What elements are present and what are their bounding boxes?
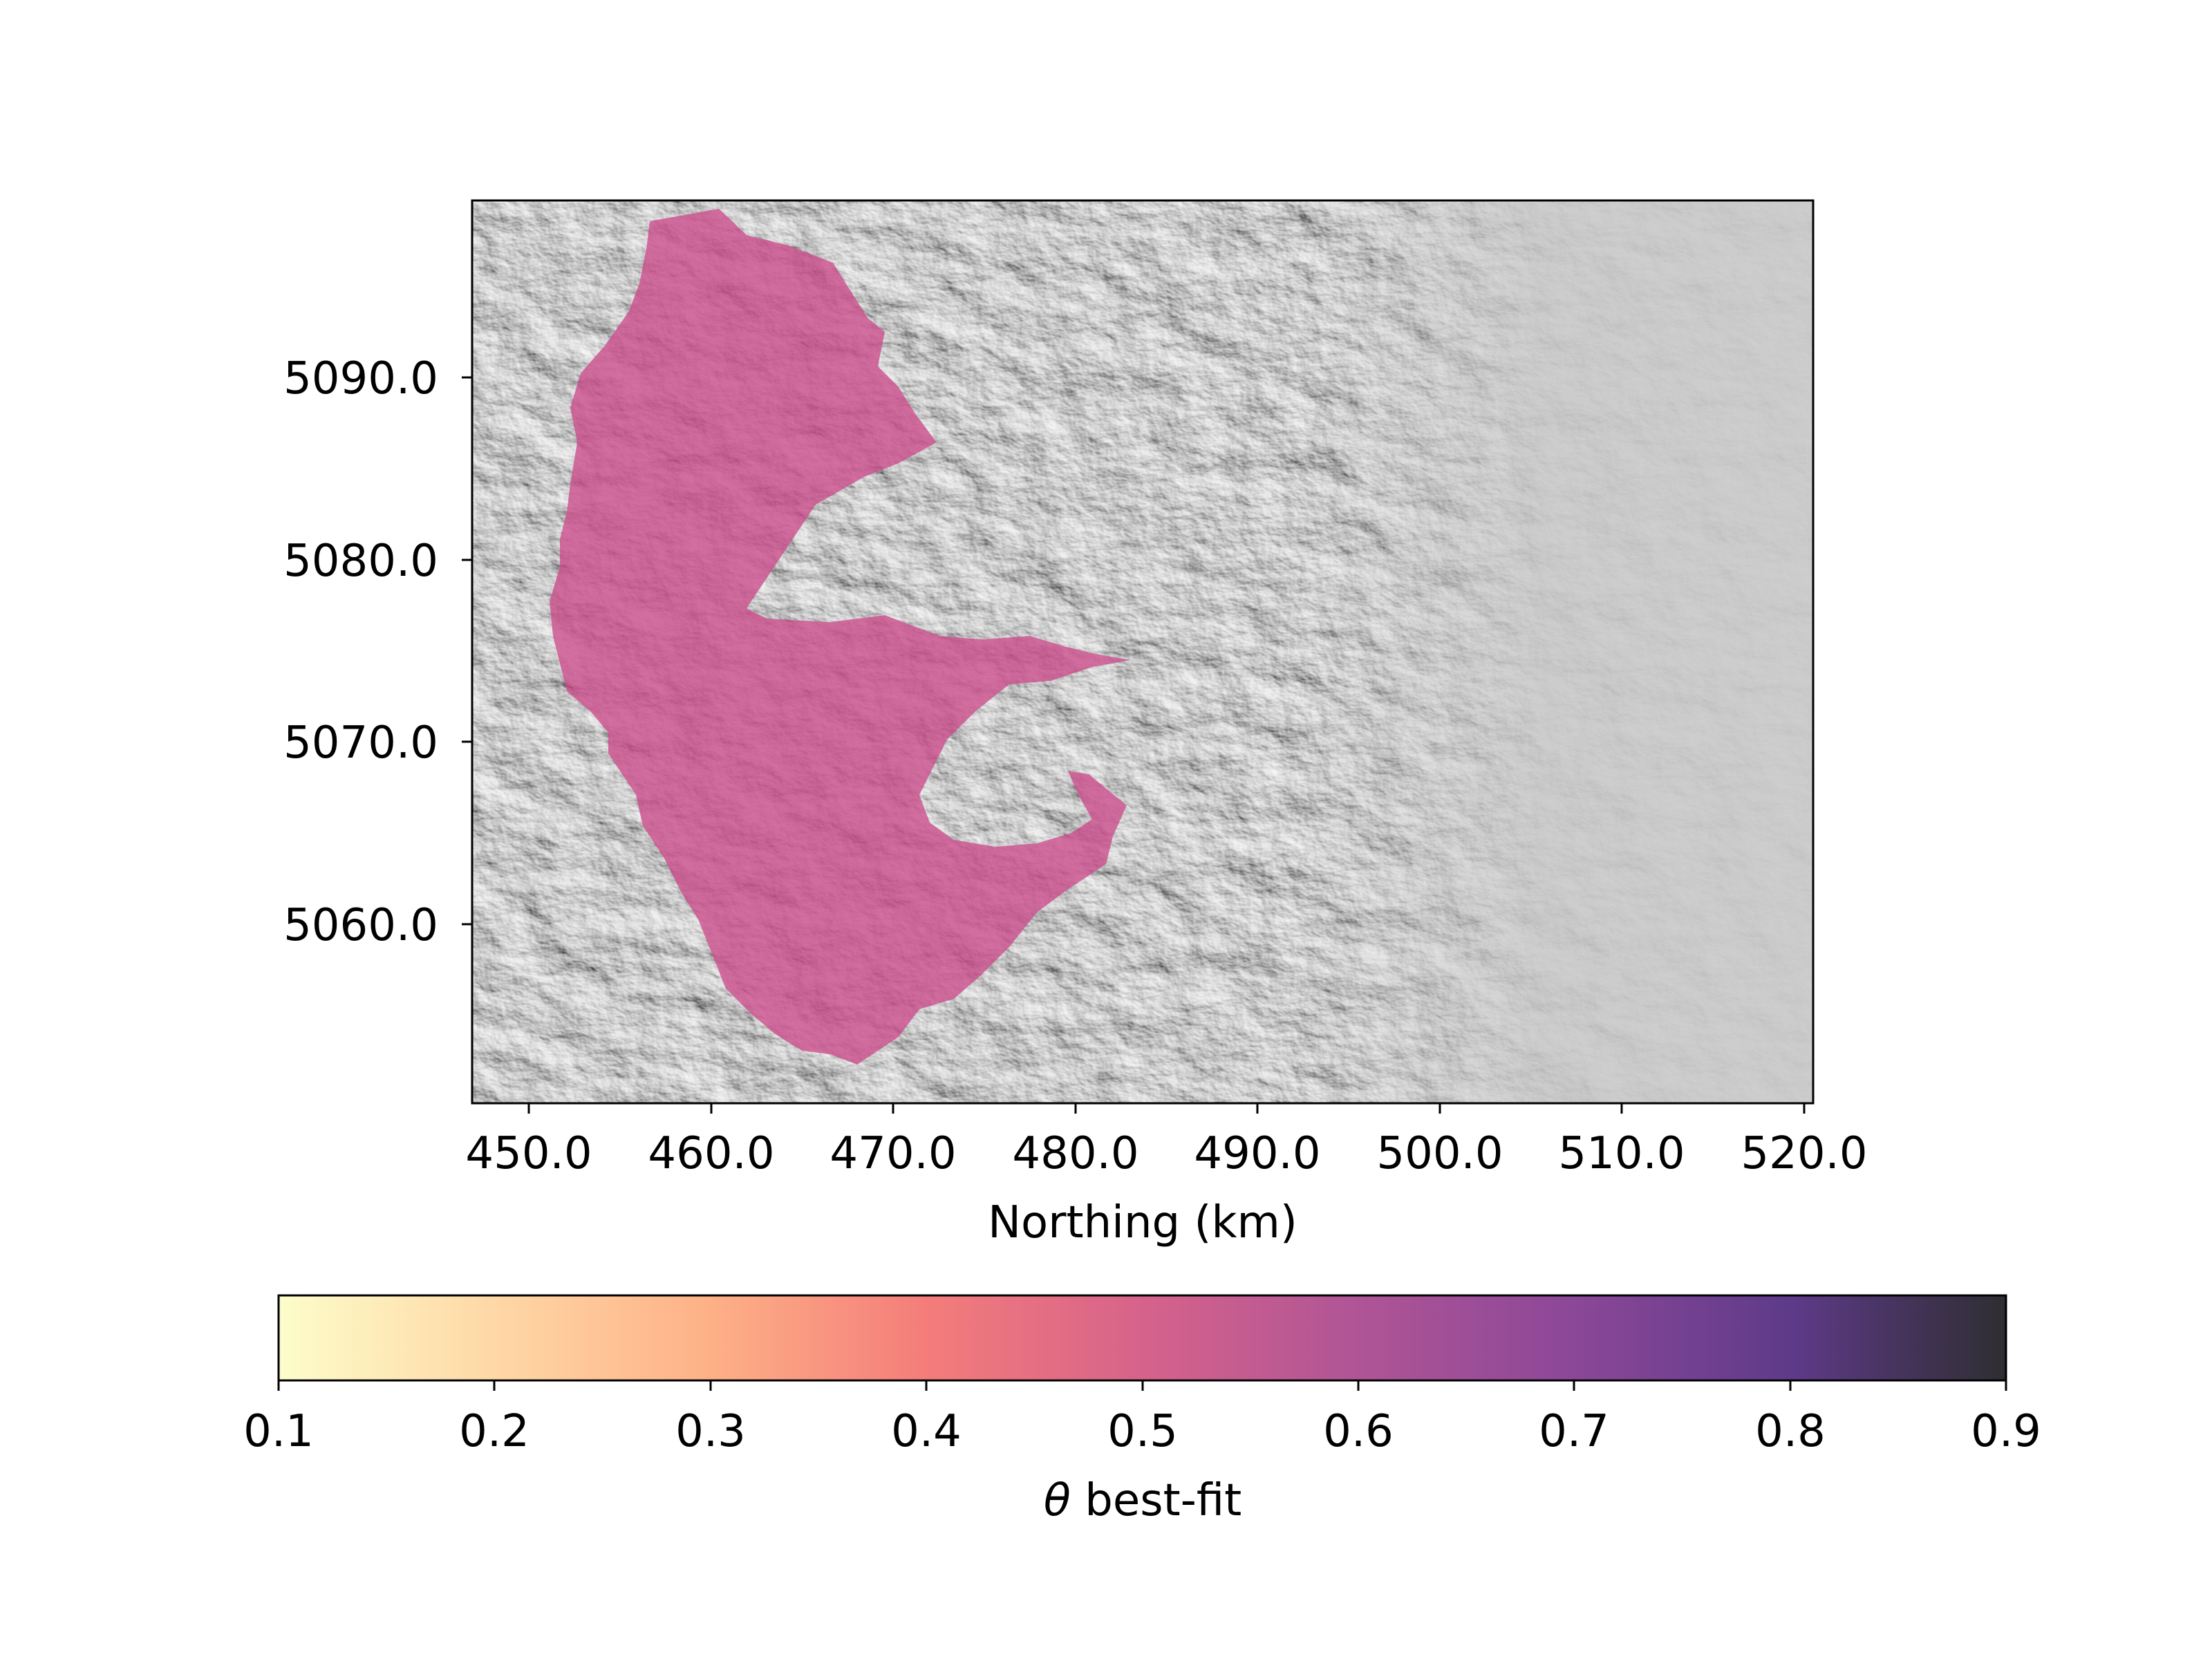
x-tick-label: 520.0 xyxy=(1741,1128,1867,1179)
colorbar-tick-label: 0.8 xyxy=(1755,1406,1826,1457)
x-tick-label: 450.0 xyxy=(465,1128,592,1179)
colorbar-title-text: best-fit xyxy=(1071,1475,1241,1526)
basin-polygon[interactable] xyxy=(550,209,1130,1065)
x-tick-label: 510.0 xyxy=(1558,1128,1685,1179)
colorbar-tick-label: 0.4 xyxy=(891,1406,962,1457)
colorbar-tick-label: 0.9 xyxy=(1971,1406,2041,1457)
colorbar-gradient xyxy=(279,1295,2006,1380)
colorbar-title: θ best-fit xyxy=(1044,1475,1241,1526)
y-axis: 5090.0 5080.0 5070.0 5060.0 xyxy=(283,353,472,951)
map-area xyxy=(472,200,1813,1103)
x-tick-label: 470.0 xyxy=(830,1128,956,1179)
colorbar-tick-label: 0.3 xyxy=(675,1406,746,1457)
x-tick-label: 490.0 xyxy=(1194,1128,1320,1179)
x-axis: 450.0 460.0 470.0 480.0 490.0 500.0 510.… xyxy=(465,1103,1868,1248)
colorbar-tick-label: 0.6 xyxy=(1323,1406,1394,1457)
x-axis-title: Northing (km) xyxy=(988,1197,1297,1248)
colorbar-tick-label: 0.2 xyxy=(459,1406,529,1457)
theta-symbol: θ xyxy=(1044,1475,1071,1526)
y-tick-label: 5060.0 xyxy=(283,900,438,951)
y-tick-label: 5080.0 xyxy=(283,536,438,587)
colorbar-tick-label: 0.7 xyxy=(1539,1406,1609,1457)
y-tick-label: 5090.0 xyxy=(283,353,438,404)
x-tick-label: 480.0 xyxy=(1012,1128,1138,1179)
x-tick-label: 460.0 xyxy=(648,1128,774,1179)
y-tick-label: 5070.0 xyxy=(283,718,438,769)
x-tick-label: 500.0 xyxy=(1376,1128,1503,1179)
map-frame xyxy=(471,199,1815,1105)
colorbar: 0.1 0.2 0.3 0.4 0.5 0.6 0.7 0.8 0.9 θ be… xyxy=(243,1294,2041,1526)
colorbar-tick-label: 0.1 xyxy=(243,1406,314,1457)
colorbar-tick-label: 0.5 xyxy=(1107,1406,1178,1457)
